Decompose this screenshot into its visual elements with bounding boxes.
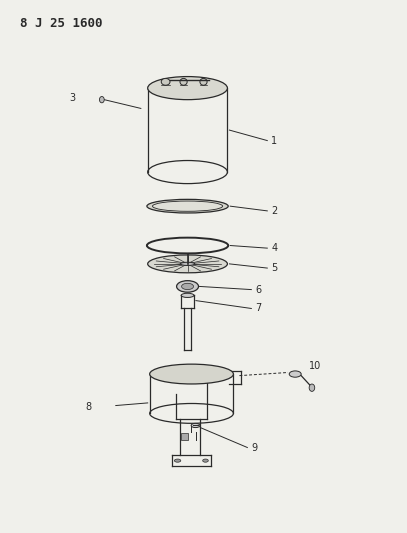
Ellipse shape: [174, 459, 181, 462]
Text: 10: 10: [309, 361, 322, 371]
Ellipse shape: [200, 78, 207, 85]
Circle shape: [309, 384, 315, 391]
Ellipse shape: [181, 293, 194, 297]
Text: 6: 6: [255, 285, 261, 295]
Circle shape: [99, 96, 104, 103]
Ellipse shape: [182, 283, 194, 289]
Ellipse shape: [177, 281, 199, 292]
Text: 8 J 25 1600: 8 J 25 1600: [20, 17, 103, 30]
Text: 1: 1: [271, 135, 278, 146]
Ellipse shape: [147, 199, 228, 213]
Text: 4: 4: [271, 243, 278, 253]
Ellipse shape: [191, 423, 200, 427]
Ellipse shape: [148, 255, 228, 273]
Ellipse shape: [203, 459, 208, 462]
Text: 5: 5: [271, 263, 278, 273]
Ellipse shape: [153, 201, 223, 211]
Ellipse shape: [148, 77, 228, 100]
Text: 9: 9: [252, 442, 258, 453]
Ellipse shape: [289, 371, 301, 377]
Text: 8: 8: [86, 401, 92, 411]
Text: 3: 3: [70, 93, 76, 102]
Ellipse shape: [180, 78, 187, 85]
Text: 2: 2: [271, 206, 278, 216]
Ellipse shape: [161, 78, 170, 85]
Text: 7: 7: [255, 303, 262, 313]
Bar: [181, 433, 188, 440]
Ellipse shape: [150, 364, 233, 384]
Ellipse shape: [180, 262, 195, 265]
